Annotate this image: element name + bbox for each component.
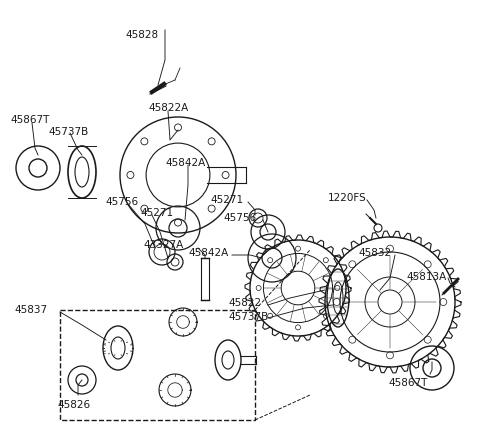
Text: 45737B: 45737B [228,312,268,322]
Text: 45822: 45822 [228,298,261,308]
Text: 45837: 45837 [14,305,47,315]
Text: 45271: 45271 [210,195,243,205]
Text: 45867T: 45867T [388,378,427,388]
Text: 45867T: 45867T [10,115,49,125]
Text: 1220FS: 1220FS [328,193,367,203]
Text: 45842A: 45842A [165,158,205,168]
Text: 45756: 45756 [223,213,256,223]
Text: 45822A: 45822A [148,103,188,113]
Text: 45828: 45828 [125,30,158,40]
Bar [60,310,255,420]
Text: 45842A: 45842A [188,248,228,258]
Text: 45826: 45826 [57,400,90,410]
Text: 45271: 45271 [140,208,173,218]
Text: 45832: 45832 [358,248,391,258]
Text: 45813A: 45813A [406,272,446,282]
Text: 43327A: 43327A [143,240,183,250]
Text: 45756: 45756 [105,197,138,207]
Text: 45737B: 45737B [48,127,88,137]
